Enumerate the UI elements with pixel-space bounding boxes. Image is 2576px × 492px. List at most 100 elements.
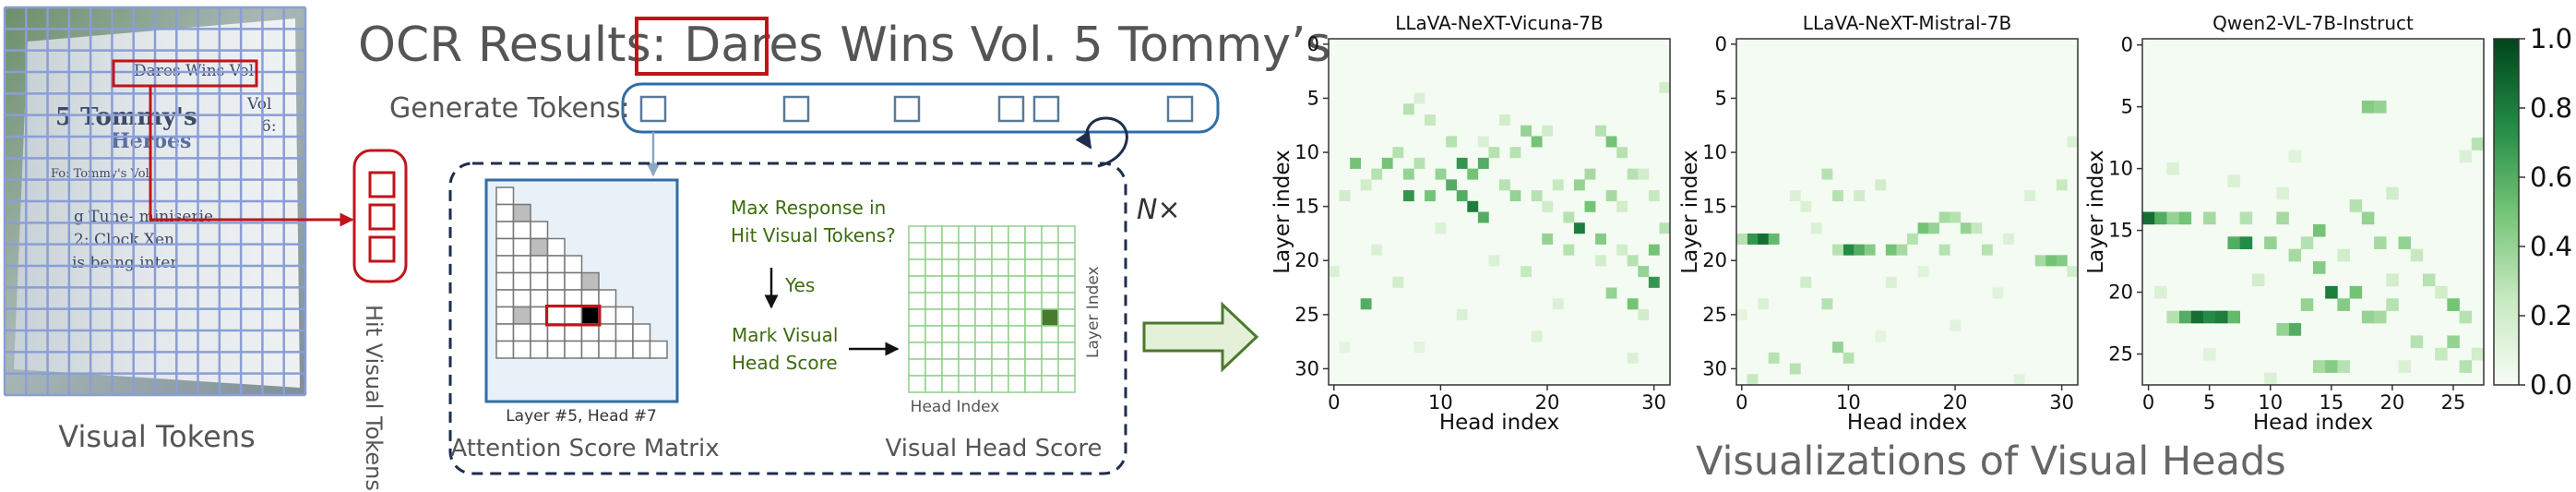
heatmap-title: LLaVA-NeXT-Vicuna-7B (1395, 12, 1604, 34)
heatmap-cell (1810, 222, 1822, 234)
score-cell (1041, 358, 1059, 377)
heatmap-frame (2141, 38, 2485, 386)
x-tick-label: 0 (2142, 391, 2154, 414)
score-cell (974, 292, 993, 310)
colorbar-tick-label: 0.0 (2530, 369, 2572, 401)
score-cell (908, 242, 926, 260)
heatmap-cell (1843, 244, 1854, 256)
heatmap-cell (1627, 352, 1639, 364)
score-cell (974, 275, 993, 294)
heatmap-background (1736, 39, 2078, 385)
heatmap-cell (2166, 211, 2179, 225)
score-cell (1008, 242, 1026, 260)
score-cell (924, 225, 943, 244)
score-cell (958, 292, 976, 310)
score-cell (958, 275, 976, 294)
attention-cell (512, 271, 531, 291)
heatmap-cell (1456, 190, 1468, 202)
heatmap-cell (1467, 200, 1479, 212)
ocr-highlight-word: Dares (684, 18, 823, 73)
attention-cell (495, 340, 515, 359)
heatmap-cell (2459, 150, 2473, 163)
heatmap-cell (2459, 360, 2473, 373)
score-cell (1057, 292, 1076, 310)
score-cell (1057, 375, 1076, 393)
heatmap-cell (2251, 273, 2265, 287)
heatmap-cell (2349, 199, 2363, 212)
heatmap-cell (1339, 342, 1351, 354)
token (639, 95, 667, 123)
colorbar-gradient (2493, 38, 2520, 386)
heatmap-cell (1477, 211, 1489, 223)
heatmap-cell (1747, 374, 1759, 386)
score-cell (991, 308, 1009, 327)
heatmap-cell (1413, 157, 1425, 169)
heatmap-cell (2239, 236, 2253, 249)
y-tick-label: 0 (2121, 34, 2133, 56)
doc-text-line: g Tune- miniserie (74, 208, 213, 226)
score-cell (958, 342, 976, 360)
y-tick-label: 10 (1702, 141, 1727, 163)
score-cell (991, 325, 1009, 343)
score-cell (1041, 292, 1059, 310)
heatmap-background (1329, 39, 1670, 385)
heatmap-cell (2178, 211, 2192, 225)
heatmap-cell (2013, 374, 2025, 386)
attention-cell (512, 306, 531, 325)
heatmap-cell (2227, 236, 2241, 249)
y-tick-label: 20 (1294, 249, 1319, 271)
heatmap-cell (1339, 190, 1351, 202)
score-cell (941, 375, 960, 393)
score-cell (941, 308, 960, 327)
heatmap-cell (1638, 308, 1650, 320)
attention-cell (512, 237, 531, 257)
heatmap-cell (1584, 200, 1596, 212)
heatmap-cell (1832, 342, 1843, 354)
doc-text-line: Fo: Tommy's Vol (51, 167, 149, 181)
score-cell (941, 342, 960, 360)
x-tick-label: 5 (2203, 391, 2215, 414)
heatmap-cell (1499, 114, 1510, 126)
heatmap-cell (1402, 103, 1414, 115)
process-loop-box (448, 162, 1127, 475)
heatmap-cell (2178, 310, 2192, 324)
score-cell (924, 358, 943, 377)
score-cell (941, 325, 960, 343)
heatmap-cell (1563, 244, 1575, 256)
heatmap-ylabel: Layer index (1678, 150, 1702, 273)
doc-text-line: 5 Tommy's (55, 103, 197, 131)
x-tick-label: 30 (2049, 391, 2074, 414)
heatmap-cell (1392, 147, 1404, 159)
attention-cell (530, 221, 549, 240)
heatmap-cell (1938, 244, 1950, 256)
attention-cell (614, 323, 634, 342)
heatmap-cell (1509, 147, 1521, 159)
heatmap-cell (2325, 285, 2338, 299)
attention-cell (632, 323, 651, 342)
heatmap-cell (2276, 186, 2289, 200)
score-cell (958, 258, 976, 277)
heatmap-cell (1425, 114, 1436, 126)
heatmap-cell (1616, 244, 1628, 256)
score-cell (908, 342, 926, 360)
score-cell (974, 375, 993, 393)
doc-text-line: Vol (246, 95, 271, 114)
heatmap-cell (2190, 310, 2204, 324)
attention-cell (495, 203, 515, 222)
heatmap-background (2142, 39, 2484, 385)
heatmap-cell (1627, 298, 1639, 310)
attention-cell (530, 271, 549, 291)
x-tick-label: 10 (1428, 391, 1453, 414)
heatmap-cell (1659, 81, 1671, 93)
visual-head-score-label: Visual Head Score (886, 435, 1103, 462)
layer-head-caption: Layer #5, Head #7 (506, 407, 657, 426)
attention-cell (512, 255, 531, 274)
heatmap-cell (2203, 347, 2216, 361)
mark-visual-head-score: Mark Visual Head Score (732, 324, 838, 374)
y-tick-label: 20 (1702, 249, 1727, 271)
heatmap-cell (1648, 244, 1660, 256)
y-tick-label: 5 (2121, 96, 2133, 118)
heatmap-cell (1360, 298, 1372, 310)
heatmap-cell (1832, 244, 1843, 256)
